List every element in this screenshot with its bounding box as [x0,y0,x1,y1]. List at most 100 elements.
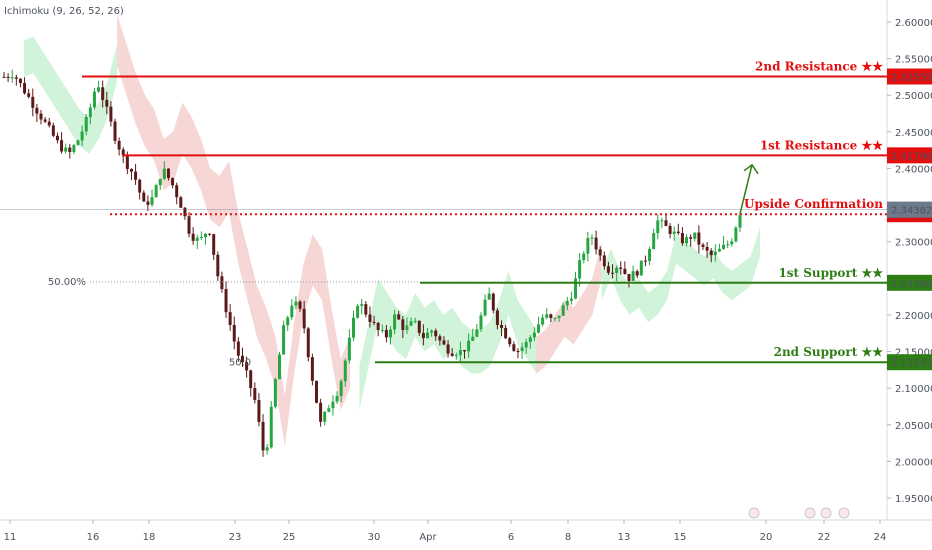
candle-body [129,168,133,172]
candle-body [569,298,573,301]
candle-body [611,272,615,274]
level-price-badge [887,354,932,371]
x-tick-label: 11 [4,532,17,543]
indicator-label: Ichimoku (9, 26, 52, 26) [4,6,124,17]
candle-body [458,350,462,356]
candle-body [138,179,142,193]
candle-body [261,421,265,451]
candle-body [339,381,343,396]
level-price-badge [887,147,932,164]
candle-body [47,121,51,126]
event-flag-icon [838,507,850,519]
candle-body [183,207,187,217]
y-tick-label: 2.55000 [895,55,932,66]
candle-body [294,301,298,306]
candle-body [187,216,191,234]
candle-body [343,360,347,382]
candle-body [2,76,6,78]
candle-body [368,314,372,323]
candle-body [273,379,277,407]
candle-body [162,168,166,179]
candle-body [475,329,479,337]
level-price-label: 2.41790 [891,151,932,162]
y-tick-label: 2.40000 [895,164,932,175]
candle-body [166,168,170,179]
candle-body [384,329,388,338]
candle-body [606,266,610,273]
candle-body [97,87,101,92]
candle-body [738,215,742,228]
candle-body [117,140,121,150]
candle-body [405,325,409,330]
up-arrow-line [739,164,753,215]
candle-body [409,321,413,326]
candle-body [360,304,364,306]
y-tick-label: 1.95000 [895,494,932,505]
candle-body [199,237,203,239]
candle-body [245,362,249,371]
candle-body [639,260,643,276]
candle-body [154,185,158,198]
candle-body [594,237,598,250]
candle-body [454,355,458,357]
candle-body [676,231,680,234]
candle-body [660,220,664,222]
candle-body [101,87,105,100]
candle-body [314,380,318,403]
x-tick-label: 24 [874,532,887,543]
candle-body [105,99,109,107]
candle-body [549,314,553,319]
candle-body [240,355,244,363]
level-price-label: 2.24386 [891,279,932,290]
candle-body [72,145,76,152]
candle-body [672,231,676,234]
candle-body [537,324,541,333]
candle-body [269,406,273,448]
candle-body [393,314,397,330]
candle-body [191,233,195,241]
candle-body [631,271,635,281]
candle-body [76,140,80,146]
candle-body [578,260,582,279]
candle-body [380,329,384,331]
candle-body [680,233,684,244]
candle-body [574,278,578,299]
candle-body [203,233,207,238]
event-flag-icon [820,507,832,519]
candle-body [319,402,323,422]
ichimoku-cloud-bear [117,14,351,447]
candle-body [524,341,528,348]
candle-body [722,244,726,249]
candle-body [726,244,730,246]
candle-body [689,237,693,239]
candle-body [302,308,306,329]
up-arrow-head [743,163,759,175]
candle-body [532,332,536,338]
fib-level-label-2: 50.0 [229,358,251,369]
x-tick-label: 22 [818,532,831,543]
candle-body [224,289,228,313]
candle-body [310,357,314,381]
y-tick-label: 2.10000 [895,384,932,395]
candle-body [372,322,376,324]
candle-body [553,317,557,319]
candle-body [648,249,652,261]
candle-body [113,121,117,141]
current-price-label: 2.34382 [891,206,932,217]
candle-body [31,96,35,108]
candle-body [146,201,150,205]
candle-body [463,350,467,352]
candle-body [656,220,660,234]
level-name-resistance: 1st Resistance ★★ [760,138,883,152]
candle-body [389,329,393,338]
candle-body [27,93,31,97]
candle-body [685,237,689,244]
x-tick-label: Apr [419,532,437,543]
candle-body [92,91,96,108]
candle-body [171,178,175,186]
candle-body [253,388,257,401]
candle-body [528,337,532,342]
candle-body [282,325,286,355]
candle-body [491,293,495,311]
